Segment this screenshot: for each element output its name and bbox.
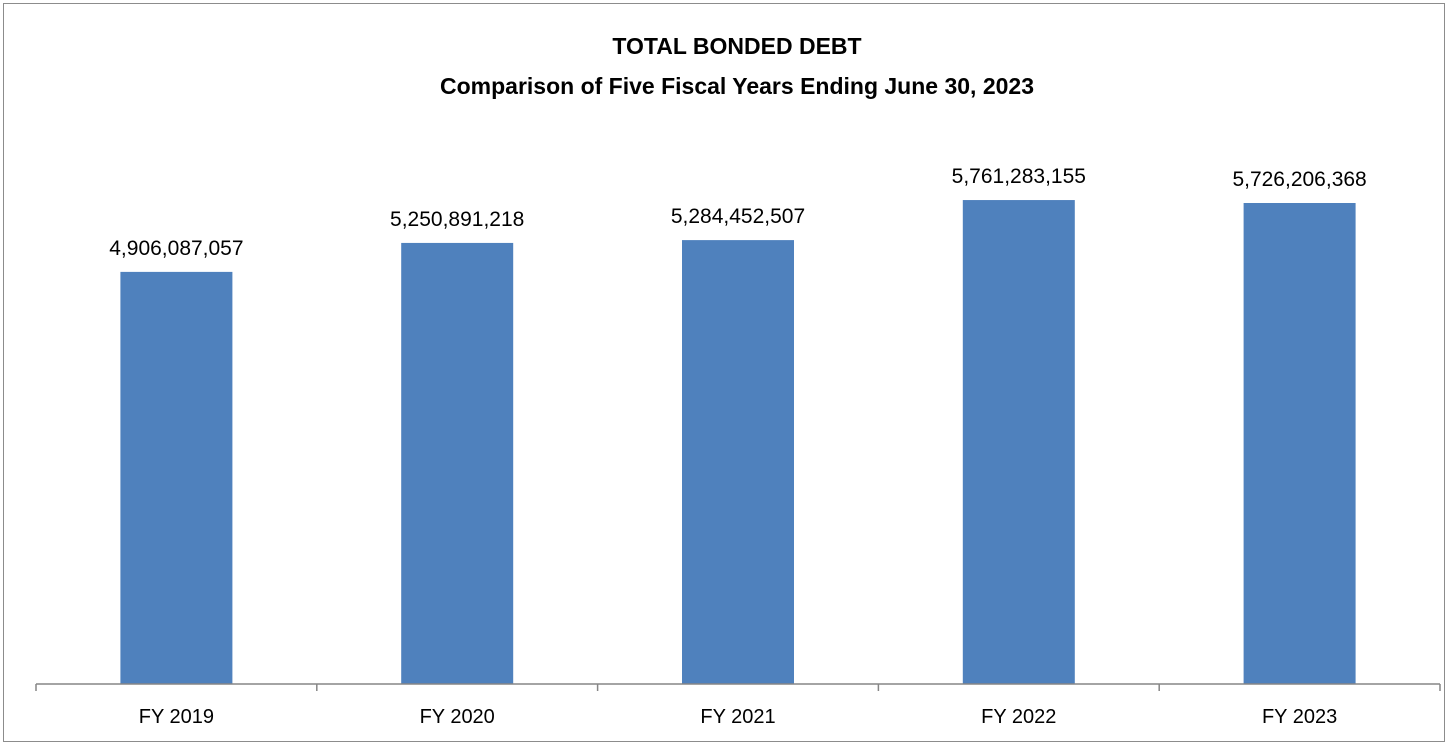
data-label: 5,284,452,507 [671, 205, 805, 228]
bar-fy-2020 [401, 242, 514, 684]
data-labels-layer: 4,906,087,057 5,250,891,218 5,284,452,507 5… [109, 165, 1366, 260]
x-tick-label: FY 2019 [139, 706, 214, 728]
chart-title: TOTAL BONDED DEBT [612, 33, 861, 59]
data-label: 5,726,206,368 [1232, 168, 1366, 191]
x-tick-label: FY 2020 [420, 706, 495, 728]
data-label: 4,906,087,057 [109, 237, 243, 260]
x-tick-label: FY 2021 [700, 706, 775, 728]
bar-fy-2021 [682, 240, 794, 684]
bars-layer [120, 200, 1356, 685]
bar-fy-2019 [120, 271, 233, 684]
x-tick-label: FY 2022 [981, 706, 1056, 728]
data-label: 5,250,891,218 [390, 208, 524, 231]
x-axis: FY 2019 FY 2020 FY 2021 FY 2022 FY 2023 [35, 683, 1441, 728]
x-tick-label: FY 2023 [1262, 706, 1337, 728]
data-label: 5,761,283,155 [952, 165, 1086, 188]
chart-subtitle: Comparison of Five Fiscal Years Ending J… [440, 73, 1034, 99]
bar-fy-2022 [962, 200, 1075, 684]
bar-fy-2023 [1243, 202, 1356, 685]
